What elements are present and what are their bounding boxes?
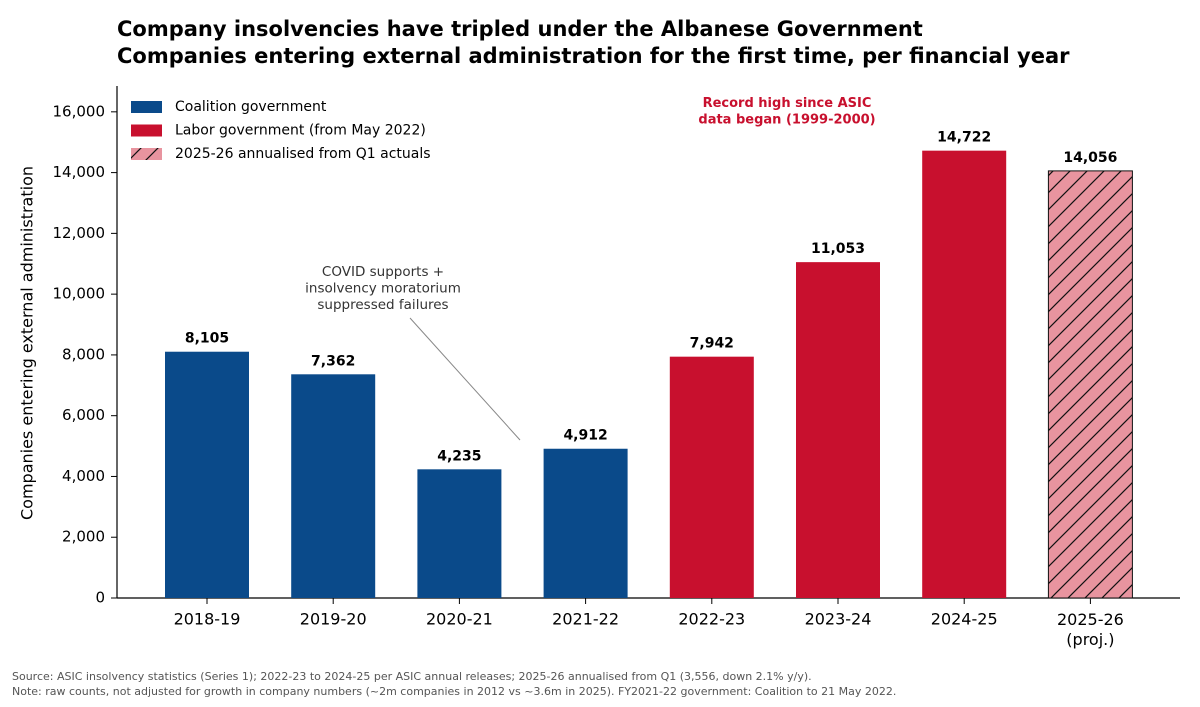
x-tick-label: 2025-26 (proj.) — [1057, 610, 1124, 649]
value-label: 14,056 — [1063, 150, 1117, 166]
x-tick-label: 2020-21 — [426, 610, 493, 629]
annotation: COVID supports + insolvency moratorium sup… — [305, 264, 461, 313]
y-tick-label: 12,000 — [53, 224, 106, 242]
y-tick-label: 8,000 — [62, 345, 105, 363]
value-label: 7,942 — [690, 336, 734, 352]
chart-title: Company insolvencies have tripled under … — [117, 17, 923, 41]
value-label: 4,235 — [437, 448, 481, 464]
value-label: 7,362 — [311, 353, 355, 369]
footnote: Note: raw counts, not adjusted for growt… — [12, 685, 896, 698]
annotation-line — [409, 317, 521, 441]
y-axis-label: Companies entering external administrati… — [18, 166, 37, 520]
legend-label: 2025-26 annualised from Q1 actuals — [175, 146, 431, 162]
y-tick-label: 6,000 — [62, 406, 105, 424]
value-label: 14,722 — [937, 130, 991, 146]
value-label: 11,053 — [811, 241, 865, 257]
bar — [796, 262, 880, 598]
y-tick-label: 0 — [95, 589, 105, 607]
legend-swatch — [131, 101, 162, 113]
y-tick-label: 14,000 — [53, 163, 106, 181]
footnote: Source: ASIC insolvency statistics (Seri… — [12, 670, 812, 683]
bar — [165, 351, 249, 598]
x-tick-label: 2024-25 — [931, 610, 998, 629]
y-tick-label: 16,000 — [53, 102, 106, 120]
y-tick-label: 10,000 — [53, 285, 106, 303]
x-tick-label: 2019-20 — [300, 610, 367, 629]
value-label: 8,105 — [185, 331, 229, 347]
bar — [291, 374, 376, 598]
legend-label: Labor government (from May 2022) — [175, 123, 426, 139]
bar — [543, 448, 628, 598]
x-tick-label: 2022-23 — [678, 610, 745, 629]
bar-hatch — [1047, 170, 1133, 599]
bar — [669, 356, 754, 598]
chart-subtitle: Companies entering external administrati… — [117, 44, 1070, 68]
y-tick-label: 2,000 — [62, 528, 105, 546]
x-tick-label: 2021-22 — [552, 610, 619, 629]
bar — [922, 150, 1007, 598]
bar — [417, 469, 502, 598]
legend-swatch — [131, 124, 162, 137]
legend-swatch-hatch — [131, 148, 162, 160]
legend-label: Coalition government — [175, 99, 327, 115]
x-tick-label: 2023-24 — [805, 610, 872, 629]
x-tick-label: 2018-19 — [174, 610, 241, 629]
y-tick-label: 4,000 — [62, 467, 105, 485]
annotation: Record high since ASIC data began (1999-2… — [698, 96, 875, 128]
value-label: 4,912 — [563, 428, 607, 444]
